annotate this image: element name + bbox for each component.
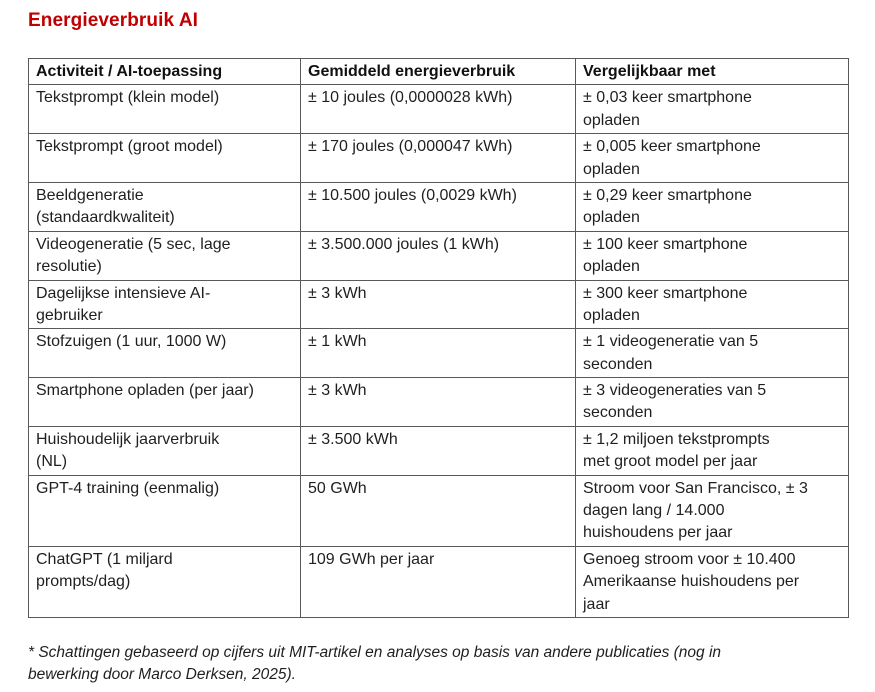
table-cell-energy: 109 GWh per jaar xyxy=(300,545,576,618)
table-cell-activity: Stofzuigen (1 uur, 1000 W) xyxy=(28,328,301,379)
table-row: Smartphone opladen (per jaar) ± 3 kWh ± … xyxy=(28,377,849,427)
table-cell-comparison: ± 0,005 keer smartphone opladen xyxy=(575,133,849,183)
table-cell-energy: 50 GWh xyxy=(300,474,576,547)
table-row: Huishoudelijk jaarverbruik (NL) ± 3.500 … xyxy=(28,425,849,476)
table-cell-energy: ± 3 kWh xyxy=(300,279,576,330)
table-cell-comparison: ± 100 keer smartphone opladen xyxy=(575,230,849,281)
table-cell-activity: Dagelijkse intensieve AI- gebruiker xyxy=(28,279,301,330)
table-cell-energy: ± 10.500 joules (0,0029 kWh) xyxy=(300,181,576,232)
table-cell-comparison: ± 3 videogeneraties van 5 seconden xyxy=(575,377,849,427)
table-row: ChatGPT (1 miljard prompts/dag) 109 GWh … xyxy=(28,545,849,618)
table-header-row: Activiteit / AI-toepassing Gemiddeld ene… xyxy=(28,57,849,86)
table-cell-activity: Tekstprompt (groot model) xyxy=(28,133,301,183)
table-cell-comparison: Stroom voor San Francisco, ± 3 dagen lan… xyxy=(575,474,849,547)
table-cell-comparison: ± 300 keer smartphone opladen xyxy=(575,279,849,330)
page-title: Energieverbruik AI xyxy=(28,10,199,31)
column-header-activity: Activiteit / AI-toepassing xyxy=(28,57,301,86)
column-header-comparable: Vergelijkbaar met xyxy=(575,57,849,86)
table-cell-energy: ± 3.500.000 joules (1 kWh) xyxy=(300,230,576,281)
table-cell-activity: ChatGPT (1 miljard prompts/dag) xyxy=(28,545,301,618)
table-cell-comparison: ± 1 videogeneratie van 5 seconden xyxy=(575,328,849,379)
table-cell-comparison: Genoeg stroom voor ± 10.400 Amerikaanse … xyxy=(575,545,849,618)
table-cell-comparison: ± 1,2 miljoen tekstprompts met groot mod… xyxy=(575,425,849,476)
table-cell-energy: ± 3.500 kWh xyxy=(300,425,576,476)
column-header-average-energy: Gemiddeld energieverbruik xyxy=(300,57,576,86)
table-cell-activity: Videogeneratie (5 sec, lage resolutie) xyxy=(28,230,301,281)
table-cell-comparison: ± 0,29 keer smartphone opladen xyxy=(575,181,849,232)
table-row: Tekstprompt (groot model) ± 170 joules (… xyxy=(28,133,849,183)
table-row: GPT-4 training (eenmalig) 50 GWh Stroom … xyxy=(28,474,849,547)
table-row: Stofzuigen (1 uur, 1000 W) ± 1 kWh ± 1 v… xyxy=(28,328,849,379)
table-cell-activity: Smartphone opladen (per jaar) xyxy=(28,377,301,427)
table-row: Beeldgeneratie (standaardkwaliteit) ± 10… xyxy=(28,181,849,232)
table-row: Videogeneratie (5 sec, lage resolutie) ±… xyxy=(28,230,849,281)
table-cell-activity: Huishoudelijk jaarverbruik (NL) xyxy=(28,425,301,476)
table-cell-activity: Beeldgeneratie (standaardkwaliteit) xyxy=(28,181,301,232)
table-cell-energy: ± 1 kWh xyxy=(300,328,576,379)
table-cell-energy: ± 3 kWh xyxy=(300,377,576,427)
table-row: Tekstprompt (klein model) ± 10 joules (0… xyxy=(28,84,849,135)
table-cell-activity: Tekstprompt (klein model) xyxy=(28,84,301,135)
table-row: Dagelijkse intensieve AI- gebruiker ± 3 … xyxy=(28,279,849,330)
table-cell-energy: ± 10 joules (0,0000028 kWh) xyxy=(300,84,576,135)
table-cell-comparison: ± 0,03 keer smartphone opladen xyxy=(575,84,849,135)
footnote: * Schattingen gebaseerd op cijfers uit M… xyxy=(28,643,722,683)
table-cell-energy: ± 170 joules (0,000047 kWh) xyxy=(300,133,576,183)
energy-consumption-table: Activiteit / AI-toepassing Gemiddeld ene… xyxy=(28,57,849,618)
table-cell-activity: GPT-4 training (eenmalig) xyxy=(28,474,301,547)
